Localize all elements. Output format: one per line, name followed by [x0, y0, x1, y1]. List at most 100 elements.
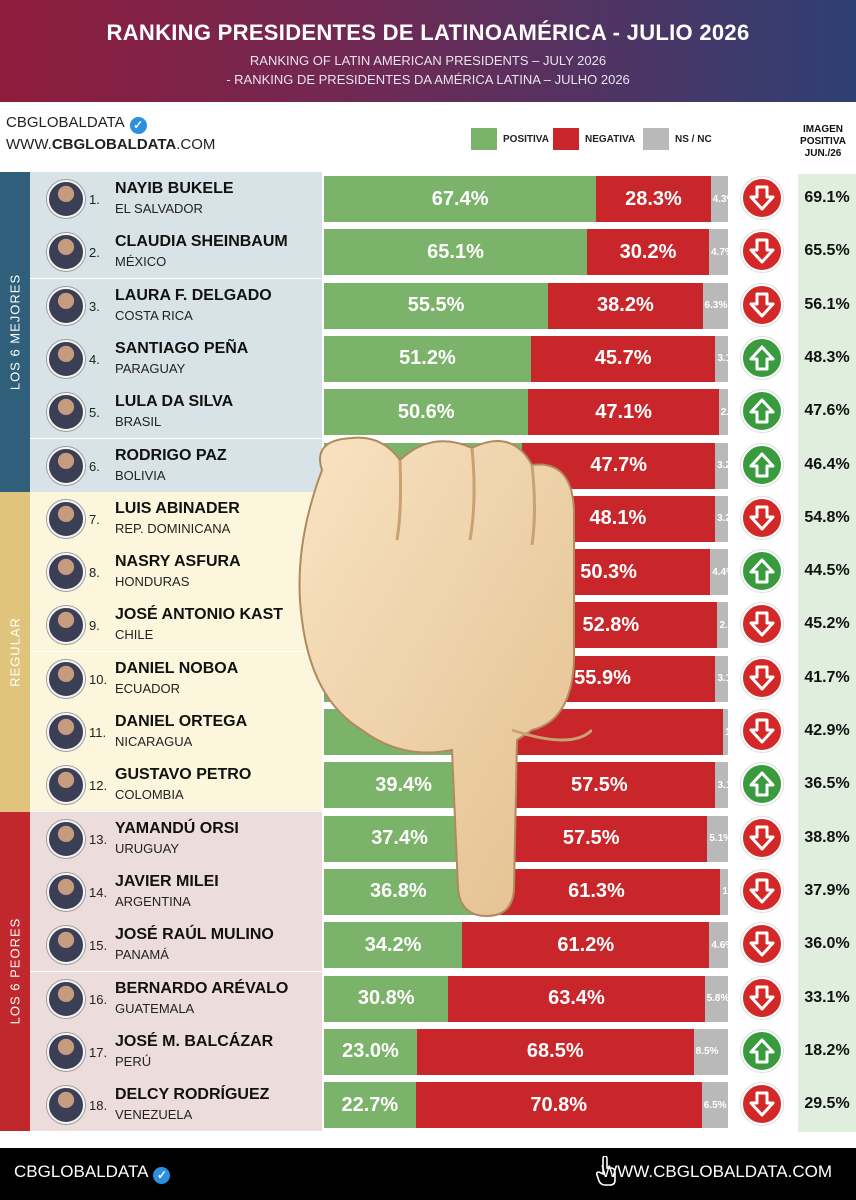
bar-nsnc: 3.2% — [715, 495, 728, 542]
subtitle-portuguese: - RANKING DE PRESIDENTES DA AMÉRICA LATI… — [226, 72, 630, 87]
president-country: VENEZUELA — [115, 1107, 193, 1123]
bar-negative: 45.7% — [530, 335, 716, 382]
president-country: NICARAGUA — [115, 734, 193, 749]
avatar — [47, 659, 85, 698]
avatar — [47, 286, 85, 325]
tap-hand-icon — [596, 1156, 616, 1186]
bar-positive: 51.2% — [324, 335, 531, 382]
arrow-up-icon — [741, 390, 783, 433]
president-country: GUATEMALA — [115, 1000, 195, 1016]
rank-number: 3. — [89, 298, 100, 314]
footer-verified-check-icon: ✓ — [153, 1167, 171, 1184]
rank-number: 8. — [89, 565, 100, 581]
bar-positive: 67.4% — [324, 176, 597, 222]
legend-label-negative: NEGATIVA — [585, 133, 636, 145]
rank-number: 11. — [89, 725, 107, 740]
avatar — [47, 339, 85, 378]
rank-number: 4. — [89, 351, 100, 367]
president-country: COSTA RICA — [115, 307, 193, 323]
president-name: SANTIAGO PEÑA — [115, 339, 249, 357]
president-name: LAURA F. DELGADO — [115, 286, 272, 304]
president-country: COLOMBIA — [115, 787, 184, 803]
bar-nsnc: 2.3% — [718, 389, 728, 436]
bar-negative: 28.3% — [596, 176, 711, 222]
bar-nsnc: 4.6% — [709, 922, 728, 969]
arrow-down-icon — [741, 496, 783, 539]
image-column-header: IMAGEN POSITIVA JUN./26 — [790, 124, 856, 160]
previous-image-value: 45.2% — [804, 615, 850, 633]
bar-positive: 55.5% — [324, 282, 549, 329]
rank-number: 2. — [89, 245, 100, 261]
brand-name: CBGLOBALDATA ✓ — [6, 114, 147, 134]
arrow-down-icon — [741, 816, 783, 859]
legend-label-nsnc: NS / NC — [675, 133, 712, 145]
bar-nsnc: 4.3% — [710, 176, 728, 222]
image-header-line1: IMAGEN — [803, 124, 843, 135]
bar-nsnc: 4.4% — [710, 549, 728, 596]
footer-brand-text: CBGLOBALDATA — [14, 1162, 149, 1181]
president-name: LULA DA SILVA — [115, 393, 234, 411]
president-country: REP. DOMINICANA — [115, 520, 231, 536]
bar-positive: 23.0% — [324, 1028, 417, 1075]
rank-number: 10. — [89, 671, 108, 687]
bar-negative: 61.2% — [462, 922, 710, 969]
president-name: CLAUDIA SHEINBAUM — [115, 233, 288, 251]
president-name: RODRIGO PAZ — [115, 446, 227, 464]
header-banner: RANKING PRESIDENTES DE LATINOAMÉRICA - J… — [0, 0, 856, 102]
brand-url[interactable]: WWW.CBGLOBALDATA.COM — [6, 136, 215, 153]
arrow-down-icon — [741, 923, 783, 966]
president-country: HONDURAS — [115, 574, 190, 590]
previous-image-value: 33.1% — [804, 988, 850, 1006]
footer-url[interactable]: WWW.CBGLOBALDATA.COM — [601, 1162, 832, 1181]
bar-nsnc: 3.1% — [715, 335, 728, 382]
avatar — [47, 1086, 85, 1125]
legend-swatch-negative — [553, 128, 579, 150]
rank-number: 7. — [89, 511, 100, 527]
legend-label-positive: POSITIVA — [503, 133, 549, 145]
footer-bar: CBGLOBALDATA ✓ WWW.CBGLOBALDATA.COM — [0, 1148, 856, 1200]
bar-negative: 47.1% — [528, 389, 719, 436]
pointing-hand-down-icon — [298, 436, 592, 918]
group-label-2: REGULAR — [0, 491, 30, 812]
rank-number: 13. — [89, 831, 108, 847]
rank-number: 16. — [89, 991, 108, 1007]
avatar — [47, 553, 85, 592]
verified-check-icon: ✓ — [129, 117, 147, 134]
president-name: GUSTAVO PETRO — [115, 766, 252, 784]
avatar — [47, 393, 85, 432]
previous-image-value: 42.9% — [804, 722, 850, 739]
avatar — [47, 180, 85, 218]
bar-positive: 37.4% — [324, 815, 476, 862]
bar-nsnc: 3.1% — [715, 655, 728, 702]
president-country: ECUADOR — [115, 680, 181, 696]
group-label-text: LOS 6 PEORES — [7, 918, 23, 1025]
arrow-up-icon — [741, 336, 783, 379]
president-name: JOSÉ RAÚL MULINO — [115, 926, 274, 944]
bar-negative: 38.2% — [548, 282, 703, 329]
rank-number: 17. — [89, 1044, 108, 1060]
legend-nsnc: NS / NC — [643, 128, 712, 150]
image-header-line3: JUN./26 — [804, 148, 842, 159]
bar-positive: 30.8% — [324, 975, 449, 1022]
president-country: PARAGUAY — [115, 360, 186, 376]
brand-url-main: CBGLOBALDATA — [51, 136, 177, 153]
president-name: JOSÉ M. BALCÁZAR — [115, 1032, 274, 1050]
bar-nsnc: 6.3% — [702, 282, 728, 329]
bar-nsnc: 3.2% — [715, 442, 728, 489]
legend-negative: NEGATIVA — [553, 128, 635, 150]
legend-swatch-positive — [471, 128, 497, 150]
legend-positive: POSITIVA — [471, 128, 549, 150]
president-country: BRASIL — [115, 414, 162, 430]
rank-number: 5. — [89, 405, 100, 421]
avatar — [47, 499, 85, 538]
avatar — [47, 713, 85, 751]
avatar — [47, 766, 85, 805]
president-name: JOSÉ ANTONIO KAST — [115, 606, 284, 624]
bar-positive: 22.7% — [324, 1082, 416, 1129]
president-country: EL SALVADOR — [115, 201, 203, 216]
president-country: PANAMÁ — [115, 947, 169, 963]
previous-image-value: 41.7% — [804, 668, 850, 686]
rank-number: 9. — [89, 618, 100, 634]
brand-url-suffix: .COM — [176, 136, 216, 153]
previous-image-value: 18.2% — [804, 1041, 850, 1059]
